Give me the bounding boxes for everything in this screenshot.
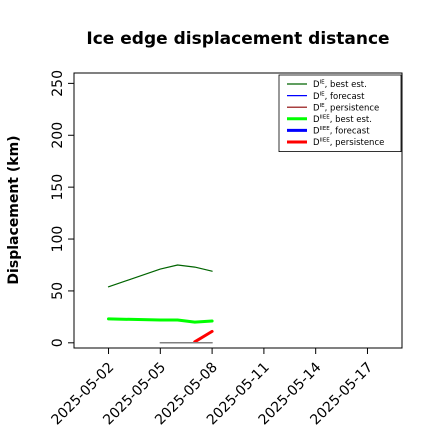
- legend-label-text: , best est.: [325, 80, 367, 90]
- legend-label-text: , forecast: [325, 92, 365, 102]
- y-tick-label: 0: [50, 338, 66, 347]
- legend-label-superscript: IIEE: [320, 138, 331, 144]
- y-tick-label: 250: [50, 70, 66, 97]
- y-tick-label: 50: [50, 282, 66, 300]
- plot-frame: [73, 72, 403, 349]
- legend-label-superscript: IE: [320, 91, 326, 97]
- chart-title: Ice edge displacement distance: [86, 29, 389, 49]
- legend-label: DIIEE, forecast: [313, 126, 370, 137]
- legend-label-superscript: IE: [320, 80, 326, 86]
- legend-label-superscript: IE: [320, 103, 326, 109]
- legend-label-text: , persistence: [330, 138, 385, 148]
- series-line-3: [107, 317, 214, 324]
- legend-label-text: , best est.: [330, 115, 372, 125]
- y-tick-label: 100: [50, 226, 66, 253]
- legend-label: DIE, best est.: [313, 80, 367, 91]
- legend-label: DIIEE, persistence: [313, 138, 384, 149]
- legend-box: [278, 74, 402, 152]
- series-line-0: [107, 264, 213, 288]
- y-tick-label: 150: [50, 174, 66, 201]
- series-line-5: [193, 329, 214, 344]
- legend-label-text: , persistence: [325, 103, 380, 113]
- legend-label: DIE, persistence: [313, 103, 379, 114]
- legend-label-text: , forecast: [330, 127, 370, 137]
- legend-label-superscript: IIEE: [320, 126, 331, 132]
- legend-label-superscript: IIEE: [320, 115, 331, 121]
- legend-label: DIE, forecast: [313, 91, 365, 102]
- y-axis-label: Displacement (km): [6, 135, 22, 284]
- y-tick-label: 200: [50, 122, 66, 149]
- legend-label: DIIEE, best est.: [313, 115, 372, 126]
